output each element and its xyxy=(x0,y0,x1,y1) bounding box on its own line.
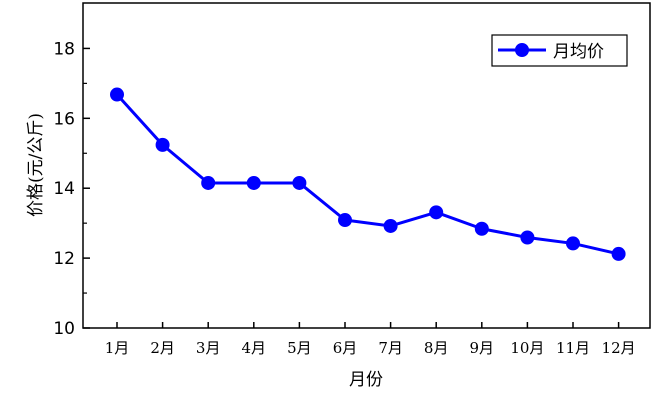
x-tick-label: 3月 xyxy=(196,339,221,357)
x-tick-label: 4月 xyxy=(242,339,267,357)
y-axis-label: 价格(元/公斤) xyxy=(26,113,46,217)
y-tick-label: 14 xyxy=(53,179,75,199)
data-point xyxy=(338,213,352,228)
plot-frame xyxy=(82,2,651,329)
data-point xyxy=(383,218,398,233)
x-tick-label: 11月 xyxy=(556,339,590,357)
data-point xyxy=(520,230,535,245)
y-tick-label: 10 xyxy=(53,319,75,339)
data-point xyxy=(155,137,170,152)
data-point xyxy=(201,175,216,190)
legend-marker xyxy=(515,43,529,57)
x-axis-label: 月份 xyxy=(349,370,383,390)
y-axis: 10 12 14 16 18 xyxy=(53,39,90,339)
x-tick-label: 8月 xyxy=(424,339,449,357)
legend-label: 月均价 xyxy=(553,42,604,62)
x-tick-label: 9月 xyxy=(470,339,495,357)
x-tick-label: 2月 xyxy=(150,339,175,357)
x-tick-label: 5月 xyxy=(287,339,312,357)
x-tick-label: 12月 xyxy=(602,339,636,357)
x-tick-label: 6月 xyxy=(333,339,358,357)
data-point xyxy=(246,175,261,190)
y-tick-label: 16 xyxy=(53,109,75,129)
y-tick-label: 18 xyxy=(53,39,75,59)
data-point xyxy=(611,246,626,261)
x-axis: 1月 2月 3月 4月 5月 6月 7月 8月 9月 10月 11月 12月 xyxy=(105,322,636,357)
data-point xyxy=(292,175,307,190)
data-point xyxy=(474,221,489,236)
series-group xyxy=(110,87,626,261)
x-tick-label: 1月 xyxy=(105,339,130,357)
data-point xyxy=(110,87,124,102)
data-point xyxy=(566,236,580,251)
y-tick-label: 12 xyxy=(53,249,75,269)
legend: 月均价 xyxy=(491,34,628,67)
x-tick-label: 7月 xyxy=(378,339,403,357)
data-point xyxy=(429,205,444,220)
series-line xyxy=(115,93,619,256)
x-tick-label: 10月 xyxy=(510,339,544,357)
